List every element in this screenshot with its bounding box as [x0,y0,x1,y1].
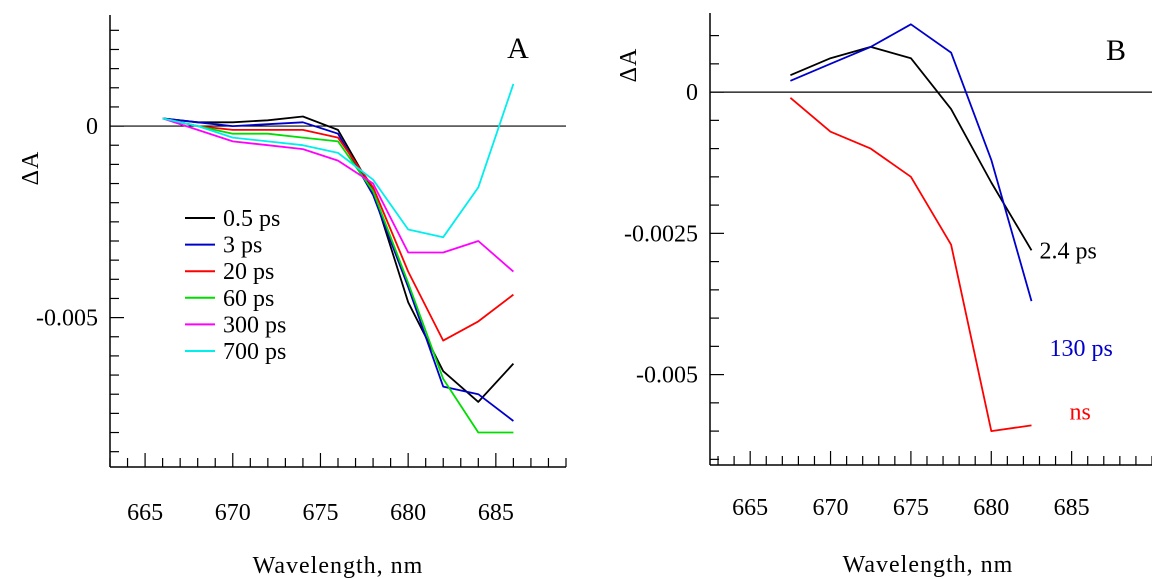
legend-label: 300 ps [223,312,286,338]
y-axis-title: ΔA [18,151,44,186]
x-tick-label: 675 [302,500,338,526]
x-tick-label: 670 [813,495,849,521]
series-line-0-5-ps [162,115,515,403]
legend-label: 20 ps [223,259,274,285]
legend-label: 700 ps [223,339,286,365]
y-axis-title: ΔA [616,48,642,83]
y-tick-label: 0 [686,80,698,106]
x-tick-label: 685 [1054,495,1090,521]
series-end-label: 2.4 ps [1039,238,1096,264]
series-line-60-ps [162,117,514,434]
y-tick-label: 0 [86,114,98,140]
panel-a: 665 670 675 680 685 0 -0.005 Wavelength, nm ΔA A 0… [18,15,567,579]
x-axis-title: Wavelength, nm [253,553,424,579]
series-line-ns [789,97,1032,433]
x-tick-label: 680 [973,495,1009,521]
series-line-700-ps [162,83,515,239]
legend-label: 3 ps [223,233,262,259]
x-tick-label: 665 [732,495,768,521]
x-tick-label: 685 [478,500,514,526]
y-tick-label: -0.0025 [624,221,698,247]
x-tick-label: 670 [215,500,251,526]
series-line-300-ps [162,117,514,273]
x-tick-label: 680 [390,500,426,526]
series-line-20-ps [162,117,514,342]
x-tick-label: 675 [893,495,929,521]
x-tick-label: 665 [127,500,163,526]
panel-letter: B [1106,34,1126,67]
series-end-label: 130 ps [1049,336,1112,362]
x-axis-title: Wavelength, nm [843,552,1014,578]
panel-letter: A [507,32,529,65]
legend-label: 0.5 ps [223,206,280,232]
y-tick-label: -0.005 [36,306,98,332]
series-line-3-ps [162,117,514,422]
series-end-label: ns [1069,399,1090,425]
y-tick-label: -0.005 [636,363,698,389]
series-line-130-ps [790,23,1033,302]
panel-b: 665 670 675 680 685 0 -0.0025 -0.005 Wavelength,… [616,13,1152,578]
series-line-2-4-ps [790,46,1033,251]
legend-label: 60 ps [223,286,274,312]
